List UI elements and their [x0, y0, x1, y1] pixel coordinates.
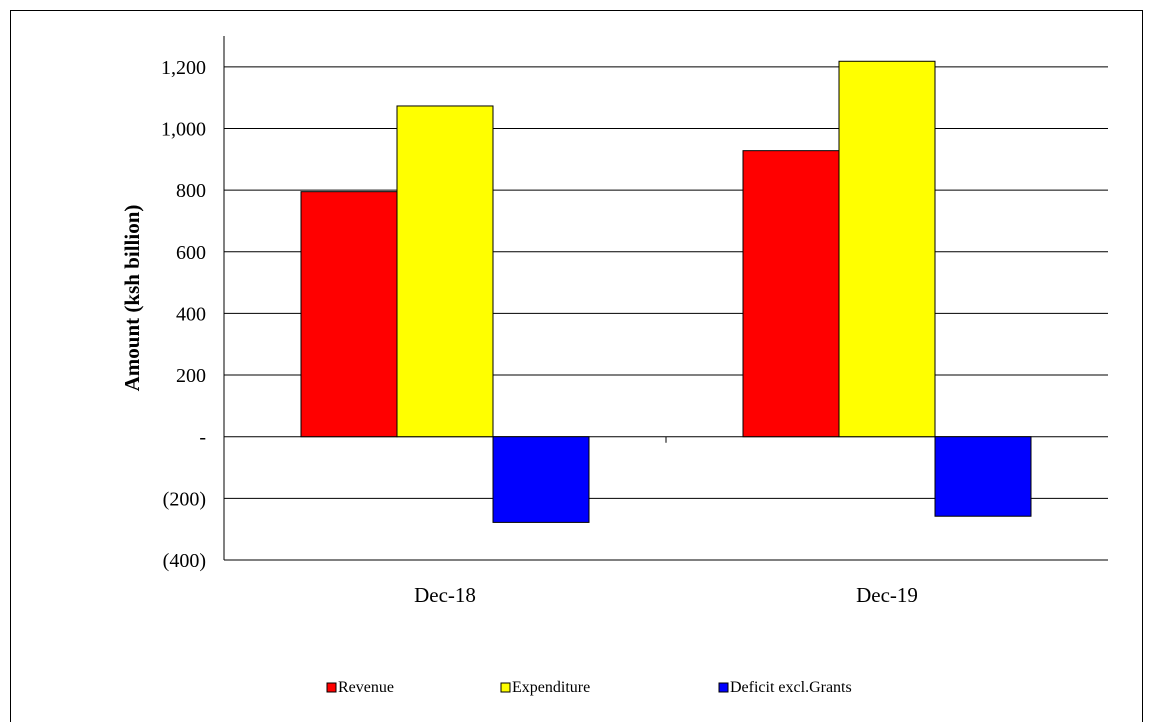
bar-chart: (400) (200) - 200 400 600 800 1,000 1,200 Amount … — [120, 36, 1108, 696]
legend-label: Deficit excl.Grants — [730, 679, 852, 696]
legend-swatch — [718, 682, 729, 693]
bar-expenditure — [396, 105, 494, 438]
y-tick-label: (200) — [163, 488, 206, 510]
y-tick-label: 1,200 — [161, 57, 206, 79]
legend-label: Expenditure — [512, 679, 590, 696]
y-tick-label: - — [199, 427, 206, 449]
y-tick-label: 200 — [176, 365, 206, 387]
y-tick-label: 1,000 — [161, 118, 206, 140]
y-tick-label: (400) — [163, 550, 206, 572]
y-axis-label: Amount (ksh billion) — [120, 205, 144, 392]
bar-deficit-excl-grants — [492, 436, 590, 523]
x-tick-label: Dec-18 — [414, 583, 476, 607]
chart-container: (400) (200) - 200 400 600 800 1,000 1,200 Amount … — [10, 10, 1143, 722]
bar-revenue — [300, 191, 398, 438]
x-tick-label: Dec-19 — [856, 583, 918, 607]
bar-revenue — [742, 150, 840, 438]
y-tick-label: 600 — [176, 242, 206, 264]
legend-label: Revenue — [338, 679, 394, 696]
y-tick-label: 400 — [176, 303, 206, 325]
legend-swatch — [500, 682, 511, 693]
y-tick-label: 800 — [176, 180, 206, 202]
legend-swatch — [326, 682, 337, 693]
bar-deficit-excl-grants — [934, 436, 1032, 517]
bar-expenditure — [838, 60, 936, 438]
